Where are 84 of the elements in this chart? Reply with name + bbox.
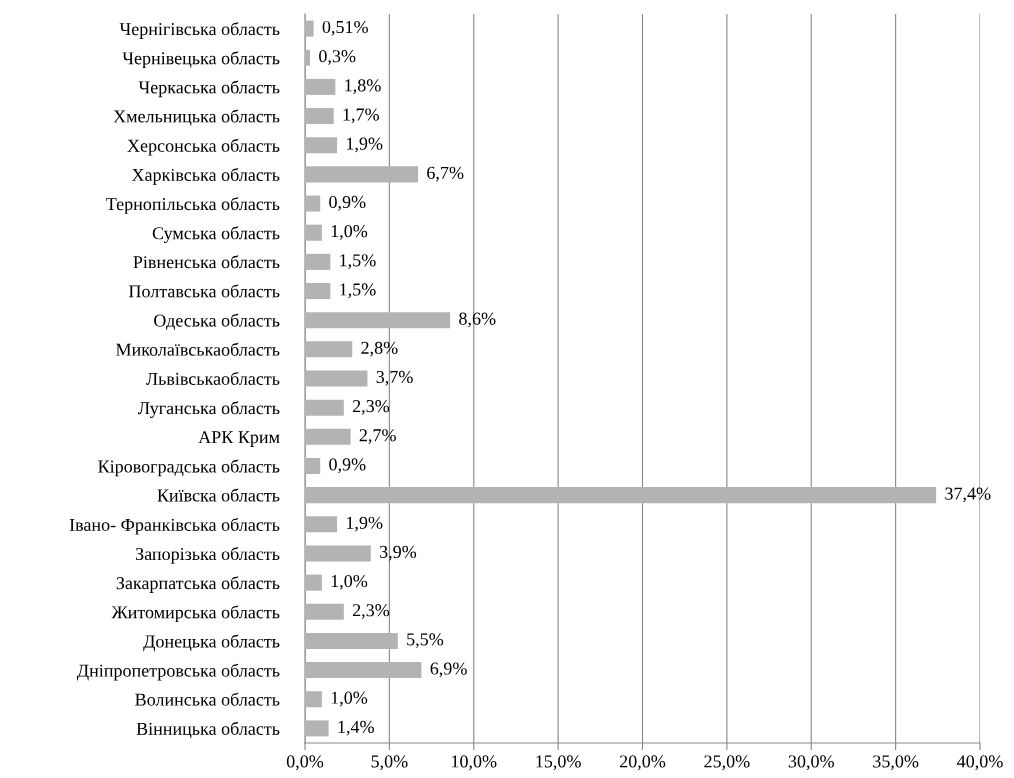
y-tick-label: Тернопільська область	[106, 197, 280, 214]
bar	[305, 545, 371, 562]
data-label: 1,0%	[331, 574, 368, 590]
y-tick-label: Чернівецька область	[122, 51, 280, 69]
x-tick-label: 30,0%	[788, 755, 834, 771]
data-label: 3,7%	[376, 370, 413, 386]
bar	[305, 312, 451, 329]
y-tick-label: Івано- Франківська область	[69, 517, 280, 535]
y-tick-label: Полтавська область	[128, 284, 280, 298]
x-tick-label: 25,0%	[704, 755, 750, 771]
bar	[305, 283, 331, 300]
bar	[305, 370, 368, 387]
bar	[305, 166, 419, 183]
data-label: 5,5%	[407, 633, 444, 649]
y-tick-label: Хмельницька область	[113, 109, 280, 126]
bar	[305, 224, 322, 241]
data-label: 1,5%	[340, 254, 376, 269]
data-label: 1,0%	[331, 225, 368, 240]
x-tick-label: 5,0%	[371, 755, 408, 771]
y-tick-label: Донецька область	[143, 634, 280, 652]
y-tick-label: Волинська область	[135, 692, 280, 706]
data-label: 0,9%	[329, 195, 366, 211]
y-tick-label: Кіровоградська область	[98, 459, 280, 477]
data-label: 1,4%	[338, 720, 374, 736]
bar	[305, 516, 338, 533]
data-label: 2,7%	[359, 429, 396, 444]
y-tick-label: Одеська область	[154, 313, 280, 330]
data-label: 6,9%	[430, 662, 467, 678]
x-tick-label: 0,0%	[286, 755, 324, 771]
x-tick-label: 40,0%	[957, 755, 1003, 771]
y-tick-label: Закарпатська область	[116, 576, 280, 593]
y-tick-label: АРК Крим	[198, 431, 280, 447]
bar	[305, 341, 353, 358]
data-label: 1,8%	[345, 79, 381, 95]
y-tick-label: Житомирська область	[111, 605, 280, 623]
bar	[305, 487, 937, 504]
bar	[305, 253, 331, 270]
y-tick-label: Сумська область	[152, 226, 280, 244]
y-tick-label: Луганська область	[138, 401, 280, 419]
bar	[305, 720, 329, 737]
data-label: 2,8%	[361, 341, 398, 357]
y-tick-label: Львівськаобласть	[146, 371, 280, 385]
bar	[305, 49, 311, 66]
bar	[305, 691, 322, 708]
y-tick-label: Запорізька область	[135, 547, 280, 564]
y-tick-label: Черкаська область	[138, 80, 280, 98]
x-tick-label: 35,0%	[873, 755, 919, 771]
data-label: 2,3%	[352, 399, 390, 415]
bar	[305, 137, 338, 154]
bar	[305, 574, 322, 591]
y-tick-label: Харківська область	[131, 167, 280, 185]
bar	[305, 632, 398, 649]
x-tick-label: 20,0%	[619, 755, 666, 771]
y-tick-label: Рівненська область	[133, 255, 280, 269]
data-label: 1,9%	[346, 516, 383, 532]
bar	[305, 78, 336, 95]
bar	[305, 603, 344, 620]
bar	[305, 108, 334, 125]
y-tick-label: Чернігівська область	[119, 22, 280, 39]
data-label: 0,9%	[329, 458, 366, 474]
bar	[305, 195, 321, 212]
bar	[305, 399, 344, 416]
data-label: 0,3%	[319, 50, 356, 65]
data-label: 8,6%	[459, 312, 496, 328]
data-label: 1,0%	[331, 691, 368, 707]
y-tick-label: Миколаївськаобласть	[116, 342, 280, 356]
y-tick-label: Херсонська область	[127, 138, 280, 156]
x-tick-label: 10,0%	[452, 755, 497, 771]
y-tick-label: Вінницька область	[136, 721, 280, 739]
data-label: 3,9%	[380, 545, 417, 561]
y-tick-label: Дніпропетровська область	[76, 663, 280, 681]
y-tick-label: Київска область	[157, 488, 280, 502]
data-label: 37,4%	[945, 487, 991, 503]
bar	[305, 457, 321, 474]
data-label: 2,3%	[352, 604, 390, 619]
data-label: 1,7%	[343, 108, 380, 124]
data-label: 1,9%	[346, 137, 383, 153]
data-label: 6,7%	[427, 166, 464, 182]
x-tick-label: 15,0%	[536, 755, 581, 771]
bar	[305, 20, 314, 37]
data-label: 1,5%	[340, 283, 376, 299]
bar	[305, 662, 422, 679]
bar	[305, 428, 351, 445]
data-label: 0,51%	[322, 20, 368, 36]
